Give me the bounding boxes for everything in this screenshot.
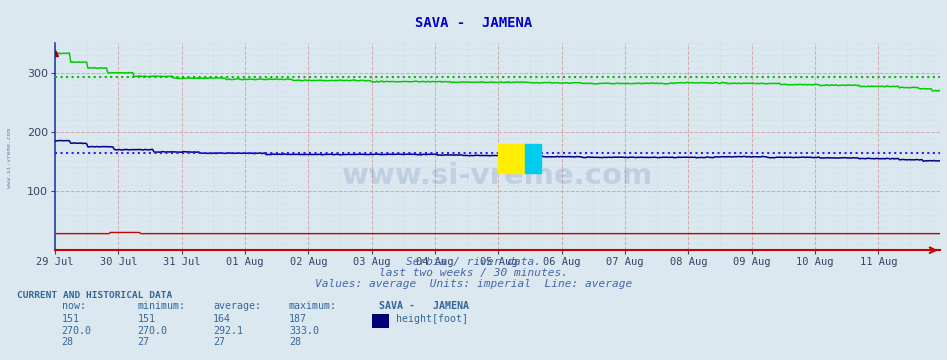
Text: SAVA -  JAMENA: SAVA - JAMENA <box>415 16 532 30</box>
Text: Values: average  Units: imperial  Line: average: Values: average Units: imperial Line: av… <box>314 279 633 289</box>
Text: minimum:: minimum: <box>137 301 186 311</box>
Text: average:: average: <box>213 301 261 311</box>
Bar <box>498 144 525 173</box>
Text: 292.1: 292.1 <box>213 326 243 336</box>
Text: 28: 28 <box>62 337 74 347</box>
Text: maximum:: maximum: <box>289 301 337 311</box>
Text: 27: 27 <box>137 337 150 347</box>
Text: last two weeks / 30 minutes.: last two weeks / 30 minutes. <box>379 268 568 278</box>
Text: 28: 28 <box>289 337 301 347</box>
Text: 270.0: 270.0 <box>137 326 168 336</box>
Bar <box>525 144 541 173</box>
Text: Serbia / river data.: Serbia / river data. <box>406 257 541 267</box>
Text: 270.0: 270.0 <box>62 326 92 336</box>
Text: CURRENT AND HISTORICAL DATA: CURRENT AND HISTORICAL DATA <box>17 291 172 300</box>
Text: 27: 27 <box>213 337 225 347</box>
Text: www.si-vreme.com: www.si-vreme.com <box>342 162 653 190</box>
Text: 333.0: 333.0 <box>289 326 319 336</box>
Text: now:: now: <box>62 301 85 311</box>
Text: 151: 151 <box>137 314 155 324</box>
Text: 151: 151 <box>62 314 80 324</box>
Text: 164: 164 <box>213 314 231 324</box>
Text: height[foot]: height[foot] <box>396 314 468 324</box>
Text: www.si-vreme.com: www.si-vreme.com <box>7 129 12 188</box>
Text: 187: 187 <box>289 314 307 324</box>
Text: SAVA -   JAMENA: SAVA - JAMENA <box>379 301 469 311</box>
